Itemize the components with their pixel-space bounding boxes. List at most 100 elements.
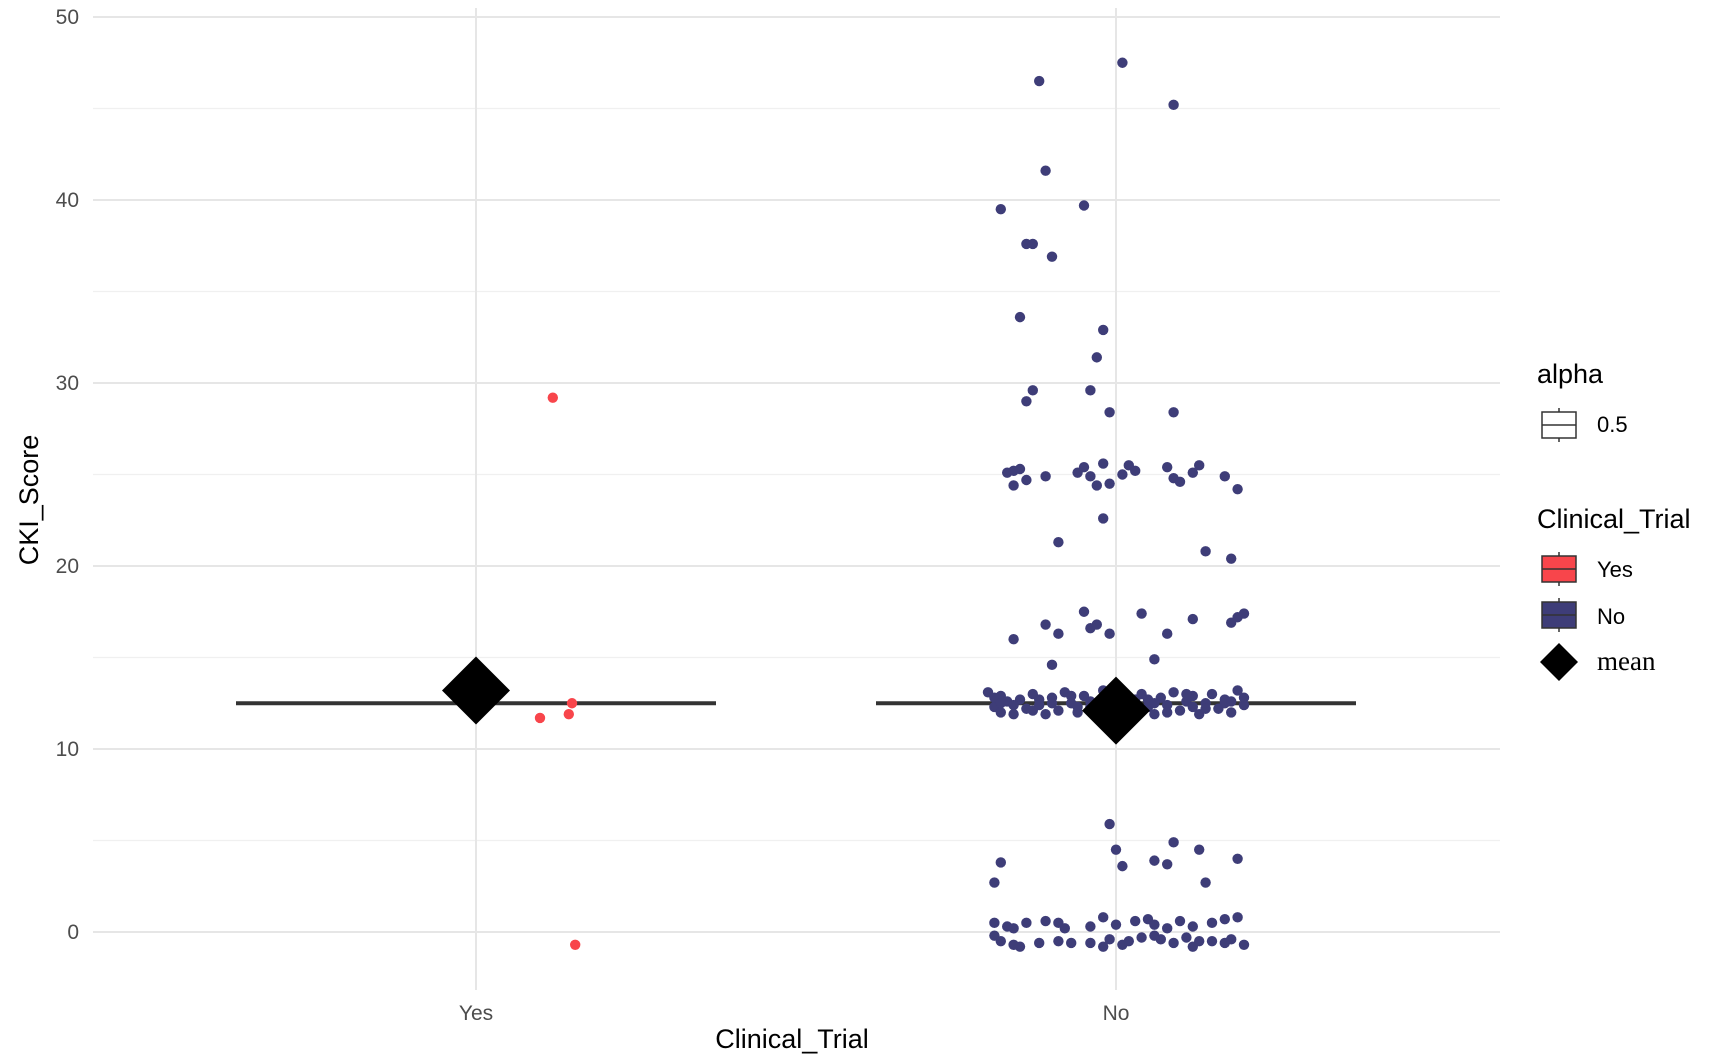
data-point-no	[995, 698, 1006, 709]
y-tick-label: 0	[67, 921, 79, 944]
data-point-no	[1187, 613, 1199, 625]
data-point-no	[1149, 709, 1160, 720]
data-point-no	[1181, 932, 1192, 943]
data-point-no	[1136, 932, 1147, 943]
x-axis-title: Clinical_Trial	[715, 1024, 869, 1054]
data-point-no	[1098, 458, 1109, 469]
data-point-no	[1206, 935, 1218, 947]
data-point-no	[1206, 917, 1218, 929]
data-point-no	[1168, 687, 1179, 698]
data-point-no	[1104, 818, 1115, 830]
data-point-no	[1162, 707, 1173, 718]
y-tick-label: 20	[56, 555, 79, 578]
data-point-no	[1053, 705, 1064, 716]
data-point-no	[1117, 469, 1128, 480]
data-point-no	[1059, 923, 1071, 934]
data-point-no	[1200, 546, 1211, 557]
data-point-no	[1021, 917, 1032, 929]
data-point-no	[1008, 709, 1019, 720]
legend-label-alpha: 0.5	[1597, 412, 1628, 437]
data-point-no	[1168, 99, 1179, 111]
y-axis-tick-labels: 0 10 20 30 40 50	[56, 6, 79, 944]
data-point-no	[1174, 705, 1186, 716]
data-points	[534, 57, 1250, 952]
data-point-no	[989, 877, 1000, 888]
data-point-no	[1117, 860, 1128, 872]
data-point-no	[1110, 844, 1122, 855]
legend-key-yes	[1541, 552, 1577, 586]
data-point-no	[1232, 853, 1243, 864]
data-point-no	[1040, 165, 1051, 176]
data-point-no	[1034, 75, 1045, 87]
data-point-no	[1200, 703, 1211, 714]
data-point-no	[1155, 934, 1167, 945]
data-point-no	[1098, 513, 1109, 524]
data-point-no	[1027, 385, 1039, 396]
data-point-no	[1187, 467, 1199, 478]
data-point-no	[1091, 352, 1103, 363]
grid	[93, 8, 1500, 990]
y-tick-label: 40	[56, 189, 79, 212]
data-point-no	[1091, 619, 1103, 630]
data-point-no	[995, 857, 1006, 868]
data-point-no	[1008, 699, 1019, 711]
data-point-no	[1078, 200, 1090, 211]
legend-key-mean-diamond-icon	[1540, 643, 1578, 681]
data-point-no	[1238, 939, 1250, 951]
data-point-no	[1078, 606, 1090, 617]
x-tick-label: No	[1103, 1002, 1130, 1025]
data-point-no	[1066, 937, 1077, 949]
data-point-no	[1200, 877, 1211, 888]
data-point-no	[1104, 628, 1115, 639]
data-point-no	[1040, 915, 1051, 927]
data-point-no	[1238, 692, 1250, 703]
data-point-no	[1149, 919, 1160, 930]
data-point-no	[1008, 634, 1019, 645]
x-axis-tick-labels: Yes No	[459, 1002, 1130, 1025]
legend: alpha 0.5 Clinical_Trial Yes No mean	[1537, 359, 1691, 681]
data-point-no	[1072, 701, 1083, 713]
data-point-no	[1226, 707, 1237, 718]
legend-key-alpha	[1541, 408, 1577, 442]
data-point-no	[1014, 311, 1026, 323]
data-point-yes	[534, 712, 546, 724]
data-point-no	[1008, 939, 1019, 951]
data-point-no	[1168, 407, 1179, 418]
data-point-no	[1187, 701, 1199, 713]
data-point-no	[1162, 461, 1173, 473]
data-point-no	[1117, 57, 1128, 68]
data-point-no	[1027, 705, 1039, 716]
data-point-no	[1206, 688, 1218, 700]
data-point-no	[1238, 608, 1250, 619]
legend-title-alpha: alpha	[1537, 359, 1604, 389]
data-point-no	[1181, 688, 1192, 700]
legend-title-clinical-trial: Clinical_Trial	[1537, 504, 1691, 534]
data-point-no	[1085, 471, 1096, 482]
data-point-no	[1085, 921, 1096, 932]
data-point-no	[1046, 251, 1058, 262]
data-point-no	[1162, 699, 1173, 711]
mean-diamond-no	[1082, 676, 1150, 745]
data-point-no	[1130, 465, 1141, 477]
data-point-no	[1021, 474, 1032, 486]
data-point-no	[1034, 937, 1045, 949]
data-point-no	[1149, 698, 1160, 709]
data-point-no	[1130, 915, 1141, 927]
legend-label-mean: mean	[1597, 646, 1656, 676]
data-point-no	[1098, 912, 1109, 923]
data-point-yes	[566, 698, 578, 709]
data-point-no	[1053, 935, 1064, 947]
mean-diamond-yes	[442, 656, 510, 725]
data-point-no	[1174, 476, 1186, 488]
data-point-no	[995, 203, 1006, 215]
y-tick-label: 30	[56, 372, 79, 395]
y-tick-label: 50	[56, 6, 79, 29]
data-point-no	[1162, 923, 1173, 934]
data-point-no	[1136, 608, 1147, 619]
data-point-no	[1098, 324, 1109, 336]
x-tick-label: Yes	[459, 1002, 493, 1025]
data-point-no	[1226, 934, 1237, 945]
data-point-no	[1232, 483, 1243, 495]
data-point-no	[1168, 837, 1179, 848]
